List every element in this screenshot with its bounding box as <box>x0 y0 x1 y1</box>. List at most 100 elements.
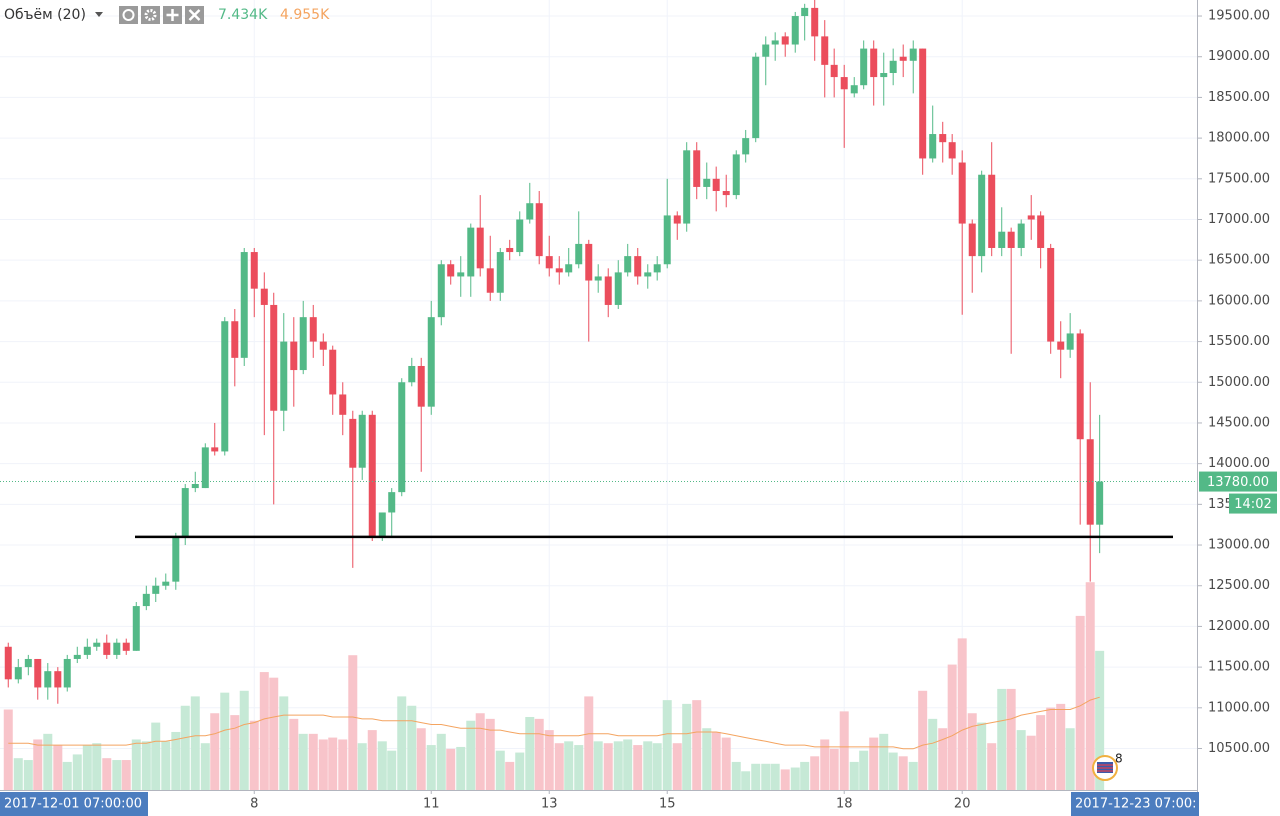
volume-bar <box>652 743 662 790</box>
volume-bar <box>1006 688 1016 790</box>
volume-bar <box>466 720 476 790</box>
y-tick-label: 18500.00 <box>1208 90 1270 105</box>
volume-bar <box>898 756 908 790</box>
last-price-box <box>1199 471 1277 492</box>
volume-bar <box>407 705 417 790</box>
volume-bar <box>839 711 849 790</box>
volume-bar <box>171 731 181 790</box>
candle-body <box>417 365 425 407</box>
candle-body <box>958 162 966 224</box>
indicator-buttons <box>119 6 204 24</box>
volume-bar <box>888 752 898 790</box>
axes-layer: 10500.00 11000.00 11500.00 12000.00 12500.00… <box>250 9 1277 812</box>
candle-body <box>398 382 406 493</box>
volume-bar <box>220 692 230 790</box>
candle-body <box>270 304 278 411</box>
candle-body <box>575 243 583 265</box>
candle-body <box>1027 215 1035 220</box>
candle-body <box>1017 223 1025 248</box>
candle-body <box>1076 333 1084 440</box>
candle-body <box>113 642 121 655</box>
candle-body <box>63 658 71 688</box>
y-tick-label: 11000.00 <box>1208 700 1270 715</box>
volume-ma-value: 4.955K <box>280 7 330 23</box>
volume-bar <box>829 748 839 790</box>
candle-body <box>614 272 622 305</box>
candle-body <box>899 56 907 61</box>
candle-body <box>172 536 180 582</box>
volume-bar <box>947 664 957 790</box>
candle-body <box>712 178 720 192</box>
candle-body <box>742 138 750 155</box>
candle-body <box>703 178 711 187</box>
volume-bar <box>544 730 554 790</box>
y-tick-label: 17500.00 <box>1208 171 1270 186</box>
candle-body <box>1057 341 1065 350</box>
candle-body <box>486 268 494 293</box>
volume-bar <box>200 743 210 790</box>
volume-bar <box>1016 730 1026 790</box>
volume-bar <box>298 733 308 790</box>
candle-body <box>309 317 317 342</box>
volume-bar <box>938 728 948 790</box>
volume-bar <box>131 739 141 790</box>
volume-bar <box>141 741 151 790</box>
volume-bar <box>62 761 72 790</box>
volume-bar <box>387 750 397 790</box>
indicator-title: Объём (20) <box>4 7 86 23</box>
volume-bar <box>259 672 269 790</box>
volume-bar <box>967 713 977 790</box>
volume-bar <box>800 761 810 790</box>
volume-bar <box>338 739 348 790</box>
countdown-label: 14:02 <box>1234 497 1271 512</box>
x-tick-label: 15 <box>659 797 676 812</box>
volume-bar <box>416 728 426 790</box>
candle-body <box>1037 215 1045 248</box>
candle-body <box>240 252 248 358</box>
x-tick-label: 11 <box>423 797 440 812</box>
volume-bar <box>603 743 613 790</box>
candle-body <box>535 203 543 257</box>
candle-body <box>939 134 947 143</box>
volume-bar <box>928 718 938 790</box>
flag-stripes <box>1097 764 1113 772</box>
candle-body <box>644 272 652 277</box>
candle-body <box>604 276 612 305</box>
y-tick-label: 16000.00 <box>1208 293 1270 308</box>
candle-body <box>349 418 357 468</box>
volume-bar <box>702 728 712 790</box>
candle-body <box>496 252 504 293</box>
volume-bar <box>102 758 112 790</box>
candle-body <box>998 231 1006 248</box>
volume-bar <box>1065 728 1075 790</box>
volume-bar <box>1026 735 1036 790</box>
y-tick-label: 18000.00 <box>1208 131 1270 146</box>
volume-bar <box>279 696 289 790</box>
volume-bar <box>810 756 820 790</box>
volume-bar <box>1095 650 1105 790</box>
candle-body <box>801 7 809 17</box>
volume-bar <box>761 763 771 790</box>
volume-bar <box>820 739 830 790</box>
candle-body <box>1066 333 1074 350</box>
volume-bar <box>672 743 682 790</box>
cursor-start-label: 2017-12-01 07:00:00 <box>4 797 142 812</box>
candle-body <box>73 654 81 659</box>
volume-bar <box>859 750 869 790</box>
gear-button[interactable] <box>141 6 160 24</box>
icon <box>166 9 179 21</box>
candle-body <box>663 215 671 265</box>
candle-body <box>1047 247 1055 342</box>
caret[interactable] <box>95 12 103 17</box>
candle-body <box>231 321 239 358</box>
volume-bar <box>485 718 495 790</box>
candle-body <box>162 581 170 586</box>
volume-bar <box>987 743 997 790</box>
volume-bar <box>1075 615 1085 790</box>
candle-body <box>181 488 189 537</box>
settings-button[interactable] <box>119 6 138 24</box>
volume-bar <box>377 741 387 790</box>
volume-bar <box>554 743 564 790</box>
candle-body <box>565 264 573 273</box>
volume-bar <box>121 760 131 790</box>
